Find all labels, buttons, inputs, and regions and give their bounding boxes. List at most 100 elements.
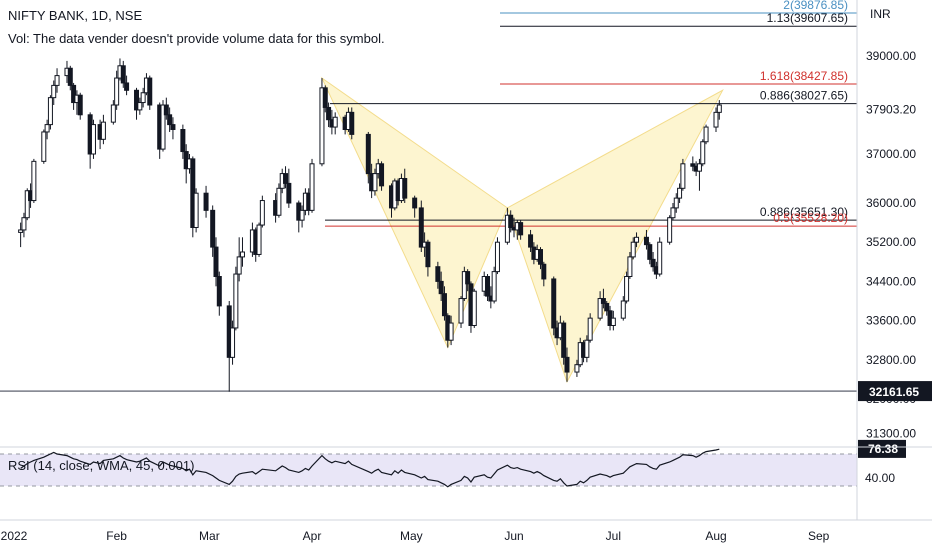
candle-body[interactable] <box>574 364 580 373</box>
candle-body[interactable] <box>332 116 338 128</box>
candle-body[interactable] <box>604 302 610 312</box>
candle-body[interactable] <box>624 276 630 302</box>
candle-body[interactable] <box>418 207 424 248</box>
candle-body[interactable] <box>538 249 543 265</box>
candle-body[interactable] <box>213 246 219 278</box>
candle-body[interactable] <box>236 256 242 275</box>
candle-body[interactable] <box>134 89 140 111</box>
candle-body[interactable] <box>690 163 696 167</box>
candle-body[interactable] <box>124 82 130 91</box>
candle-body[interactable] <box>319 87 325 165</box>
candle-body[interactable] <box>485 276 491 297</box>
candle-body[interactable] <box>160 104 166 150</box>
candle-body[interactable] <box>137 102 143 111</box>
candle-body[interactable] <box>713 111 719 128</box>
candle-body[interactable] <box>276 187 282 216</box>
candle-body[interactable] <box>673 197 679 209</box>
candle-body[interactable] <box>379 163 385 187</box>
candle-body[interactable] <box>203 192 209 211</box>
candle-body[interactable] <box>597 298 603 319</box>
candle-body[interactable] <box>54 75 60 86</box>
candle-body[interactable] <box>541 263 547 280</box>
candle-body[interactable] <box>309 163 315 211</box>
candle-body[interactable] <box>114 77 120 106</box>
candle-body[interactable] <box>47 97 53 126</box>
candle-body[interactable] <box>90 124 96 155</box>
candle-body[interactable] <box>643 236 649 246</box>
candle-body[interactable] <box>458 298 464 324</box>
candle-body[interactable] <box>584 339 590 358</box>
candle-body[interactable] <box>634 236 640 243</box>
candle-body[interactable] <box>600 298 606 304</box>
candle-body[interactable] <box>696 163 702 172</box>
candle-body[interactable] <box>561 322 567 358</box>
candle-body[interactable] <box>349 111 355 135</box>
candle-body[interactable] <box>677 187 683 199</box>
candle-body[interactable] <box>286 182 292 204</box>
candle-body[interactable] <box>163 104 169 116</box>
candle-body[interactable] <box>494 241 500 273</box>
rsi-line[interactable] <box>20 448 720 488</box>
candle-body[interactable] <box>18 229 24 233</box>
candle-body[interactable] <box>703 126 709 143</box>
candle-body[interactable] <box>647 244 653 260</box>
candle-body[interactable] <box>461 271 467 300</box>
candle-body[interactable] <box>438 280 444 295</box>
candle-body[interactable] <box>299 209 305 221</box>
candle-body[interactable] <box>170 124 176 130</box>
candle-body[interactable] <box>24 190 30 219</box>
candle-body[interactable] <box>620 300 626 319</box>
candle-body[interactable] <box>504 214 510 243</box>
candle-body[interactable] <box>657 241 663 275</box>
candle-body[interactable] <box>283 173 289 184</box>
candle-body[interactable] <box>216 276 222 307</box>
candle-body[interactable] <box>193 192 199 228</box>
candle-body[interactable] <box>372 173 378 192</box>
candle-body[interactable] <box>508 214 514 228</box>
candle-body[interactable] <box>491 271 497 302</box>
candle-body[interactable] <box>365 133 371 175</box>
candle-body[interactable] <box>100 121 106 140</box>
candle-body[interactable] <box>110 104 116 123</box>
candle-body[interactable] <box>180 129 186 153</box>
candle-body[interactable] <box>256 224 262 255</box>
candle-body[interactable] <box>425 241 431 268</box>
candle-body[interactable] <box>630 241 636 258</box>
candle-body[interactable] <box>322 87 328 108</box>
candle-body[interactable] <box>441 293 447 317</box>
candle-body[interactable] <box>233 273 239 329</box>
candle-body[interactable] <box>77 94 83 116</box>
candle-body[interactable] <box>716 104 722 113</box>
candle-body[interactable] <box>650 258 656 268</box>
candle-body[interactable] <box>627 256 633 277</box>
candle-body[interactable] <box>230 327 236 358</box>
candle-body[interactable] <box>518 222 524 236</box>
candle-body[interactable] <box>326 106 332 121</box>
candle-body[interactable] <box>67 67 73 86</box>
candle-body[interactable] <box>71 84 77 104</box>
candle-body[interactable] <box>51 84 57 99</box>
candle-body[interactable] <box>41 131 47 162</box>
candle-body[interactable] <box>670 207 676 219</box>
candle-body[interactable] <box>44 124 50 133</box>
candle-body[interactable] <box>680 163 686 189</box>
candle-body[interactable] <box>700 141 706 165</box>
candle-body[interactable] <box>31 160 37 202</box>
candle-body[interactable] <box>239 251 245 258</box>
candle-body[interactable] <box>259 200 265 226</box>
candle-body[interactable] <box>147 77 153 106</box>
candle-body[interactable] <box>120 65 126 84</box>
candle-body[interactable] <box>564 356 570 373</box>
candle-body[interactable] <box>471 290 477 327</box>
candle-body[interactable] <box>412 197 418 209</box>
candle-body[interactable] <box>448 322 454 341</box>
candle-body[interactable] <box>210 209 216 248</box>
candle-body[interactable] <box>667 217 673 243</box>
candle-body[interactable] <box>167 114 173 126</box>
candle-body[interactable] <box>140 92 146 104</box>
candle-body[interactable] <box>402 178 408 199</box>
candle-body[interactable] <box>465 271 471 285</box>
candle-body[interactable] <box>587 317 593 341</box>
candle-body[interactable] <box>610 317 616 326</box>
